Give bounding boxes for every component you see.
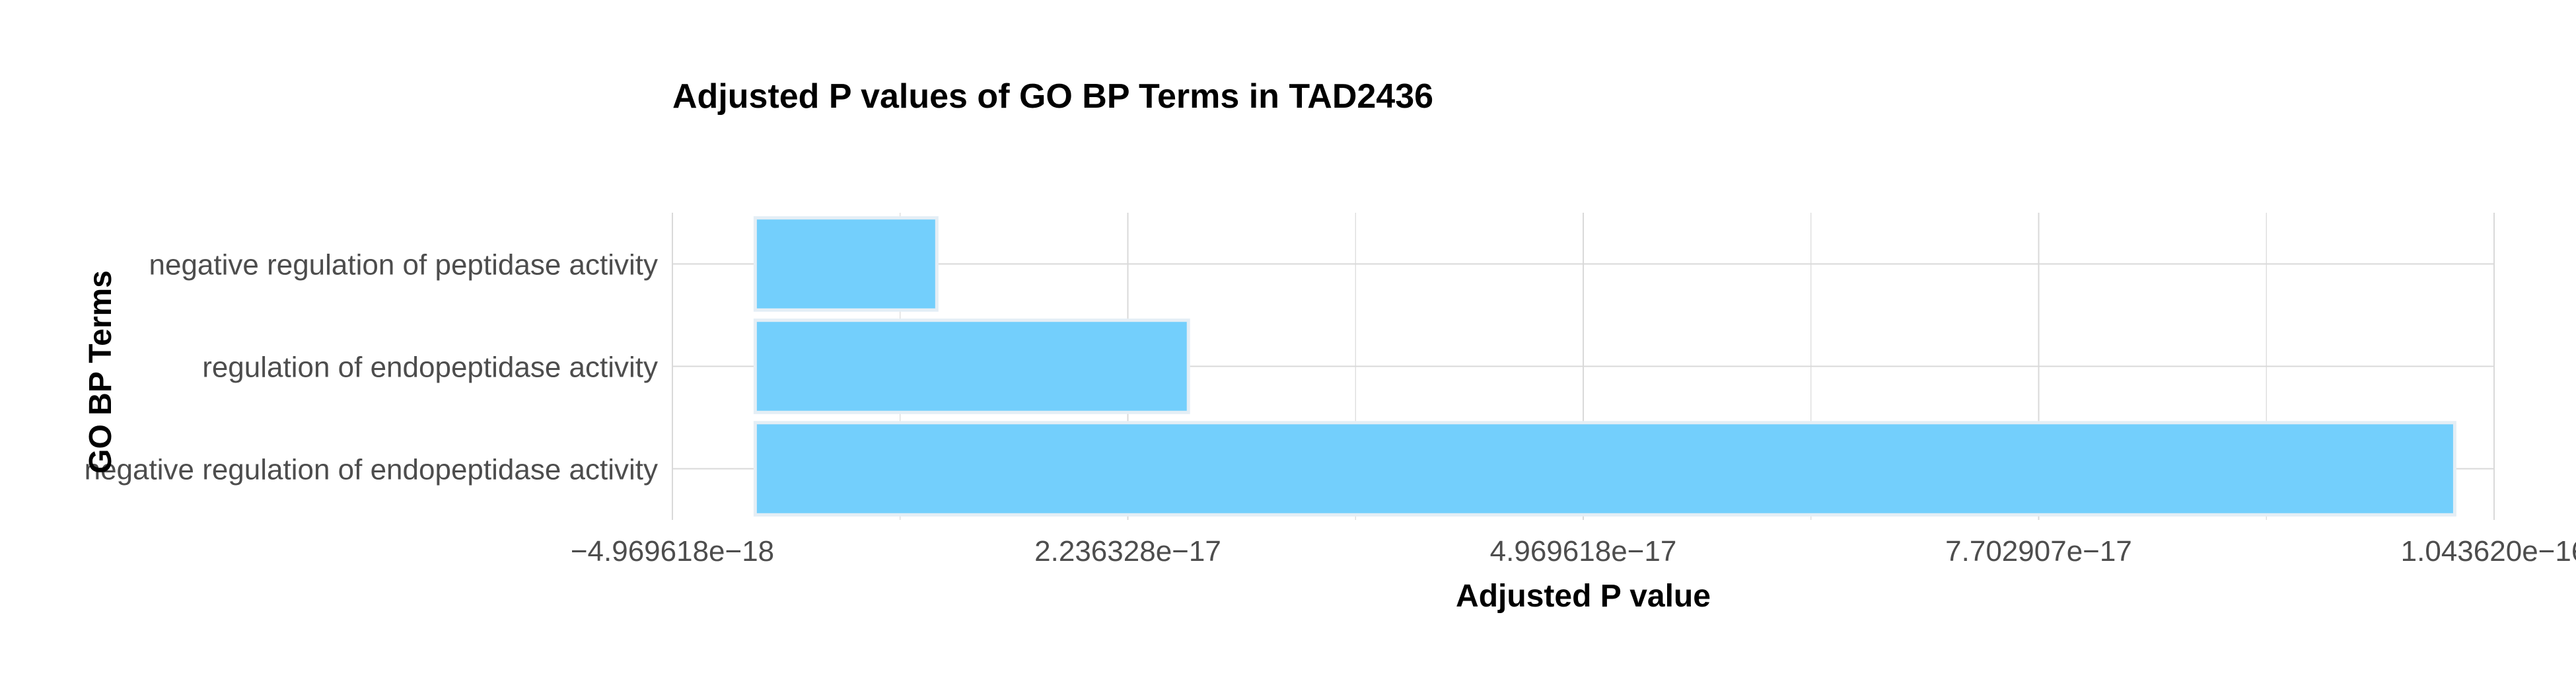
bars [753, 216, 2456, 517]
y-tick-labels: negative regulation of endopeptidase act… [85, 249, 658, 486]
x-tick-labels: −4.969618e−18 2.236328e−17 4.969618e−17 7.7… [571, 535, 2576, 568]
chart-title: Adjusted P values of GO BP Terms in TAD2… [672, 77, 1433, 116]
x-tick-label: 7.702907e−17 [1945, 535, 2132, 568]
x-tick-label: 2.236328e−17 [1034, 535, 1221, 568]
y-tick-label: negative regulation of endopeptidase act… [85, 454, 658, 486]
bar [753, 216, 939, 312]
y-tick-label: negative regulation of peptidase activit… [149, 249, 659, 281]
y-axis-label: GO BP Terms [83, 270, 118, 474]
x-tick-label: 4.969618e−17 [1490, 535, 1677, 568]
y-tick-label: regulation of endopeptidase activity [202, 351, 658, 384]
bar [753, 318, 1190, 414]
bar [753, 421, 2456, 517]
x-tick-label: −4.969618e−18 [571, 535, 774, 568]
x-axis-label: Adjusted P value [1456, 579, 1711, 614]
x-tick-label: 1.043620e−16 [2401, 535, 2576, 568]
